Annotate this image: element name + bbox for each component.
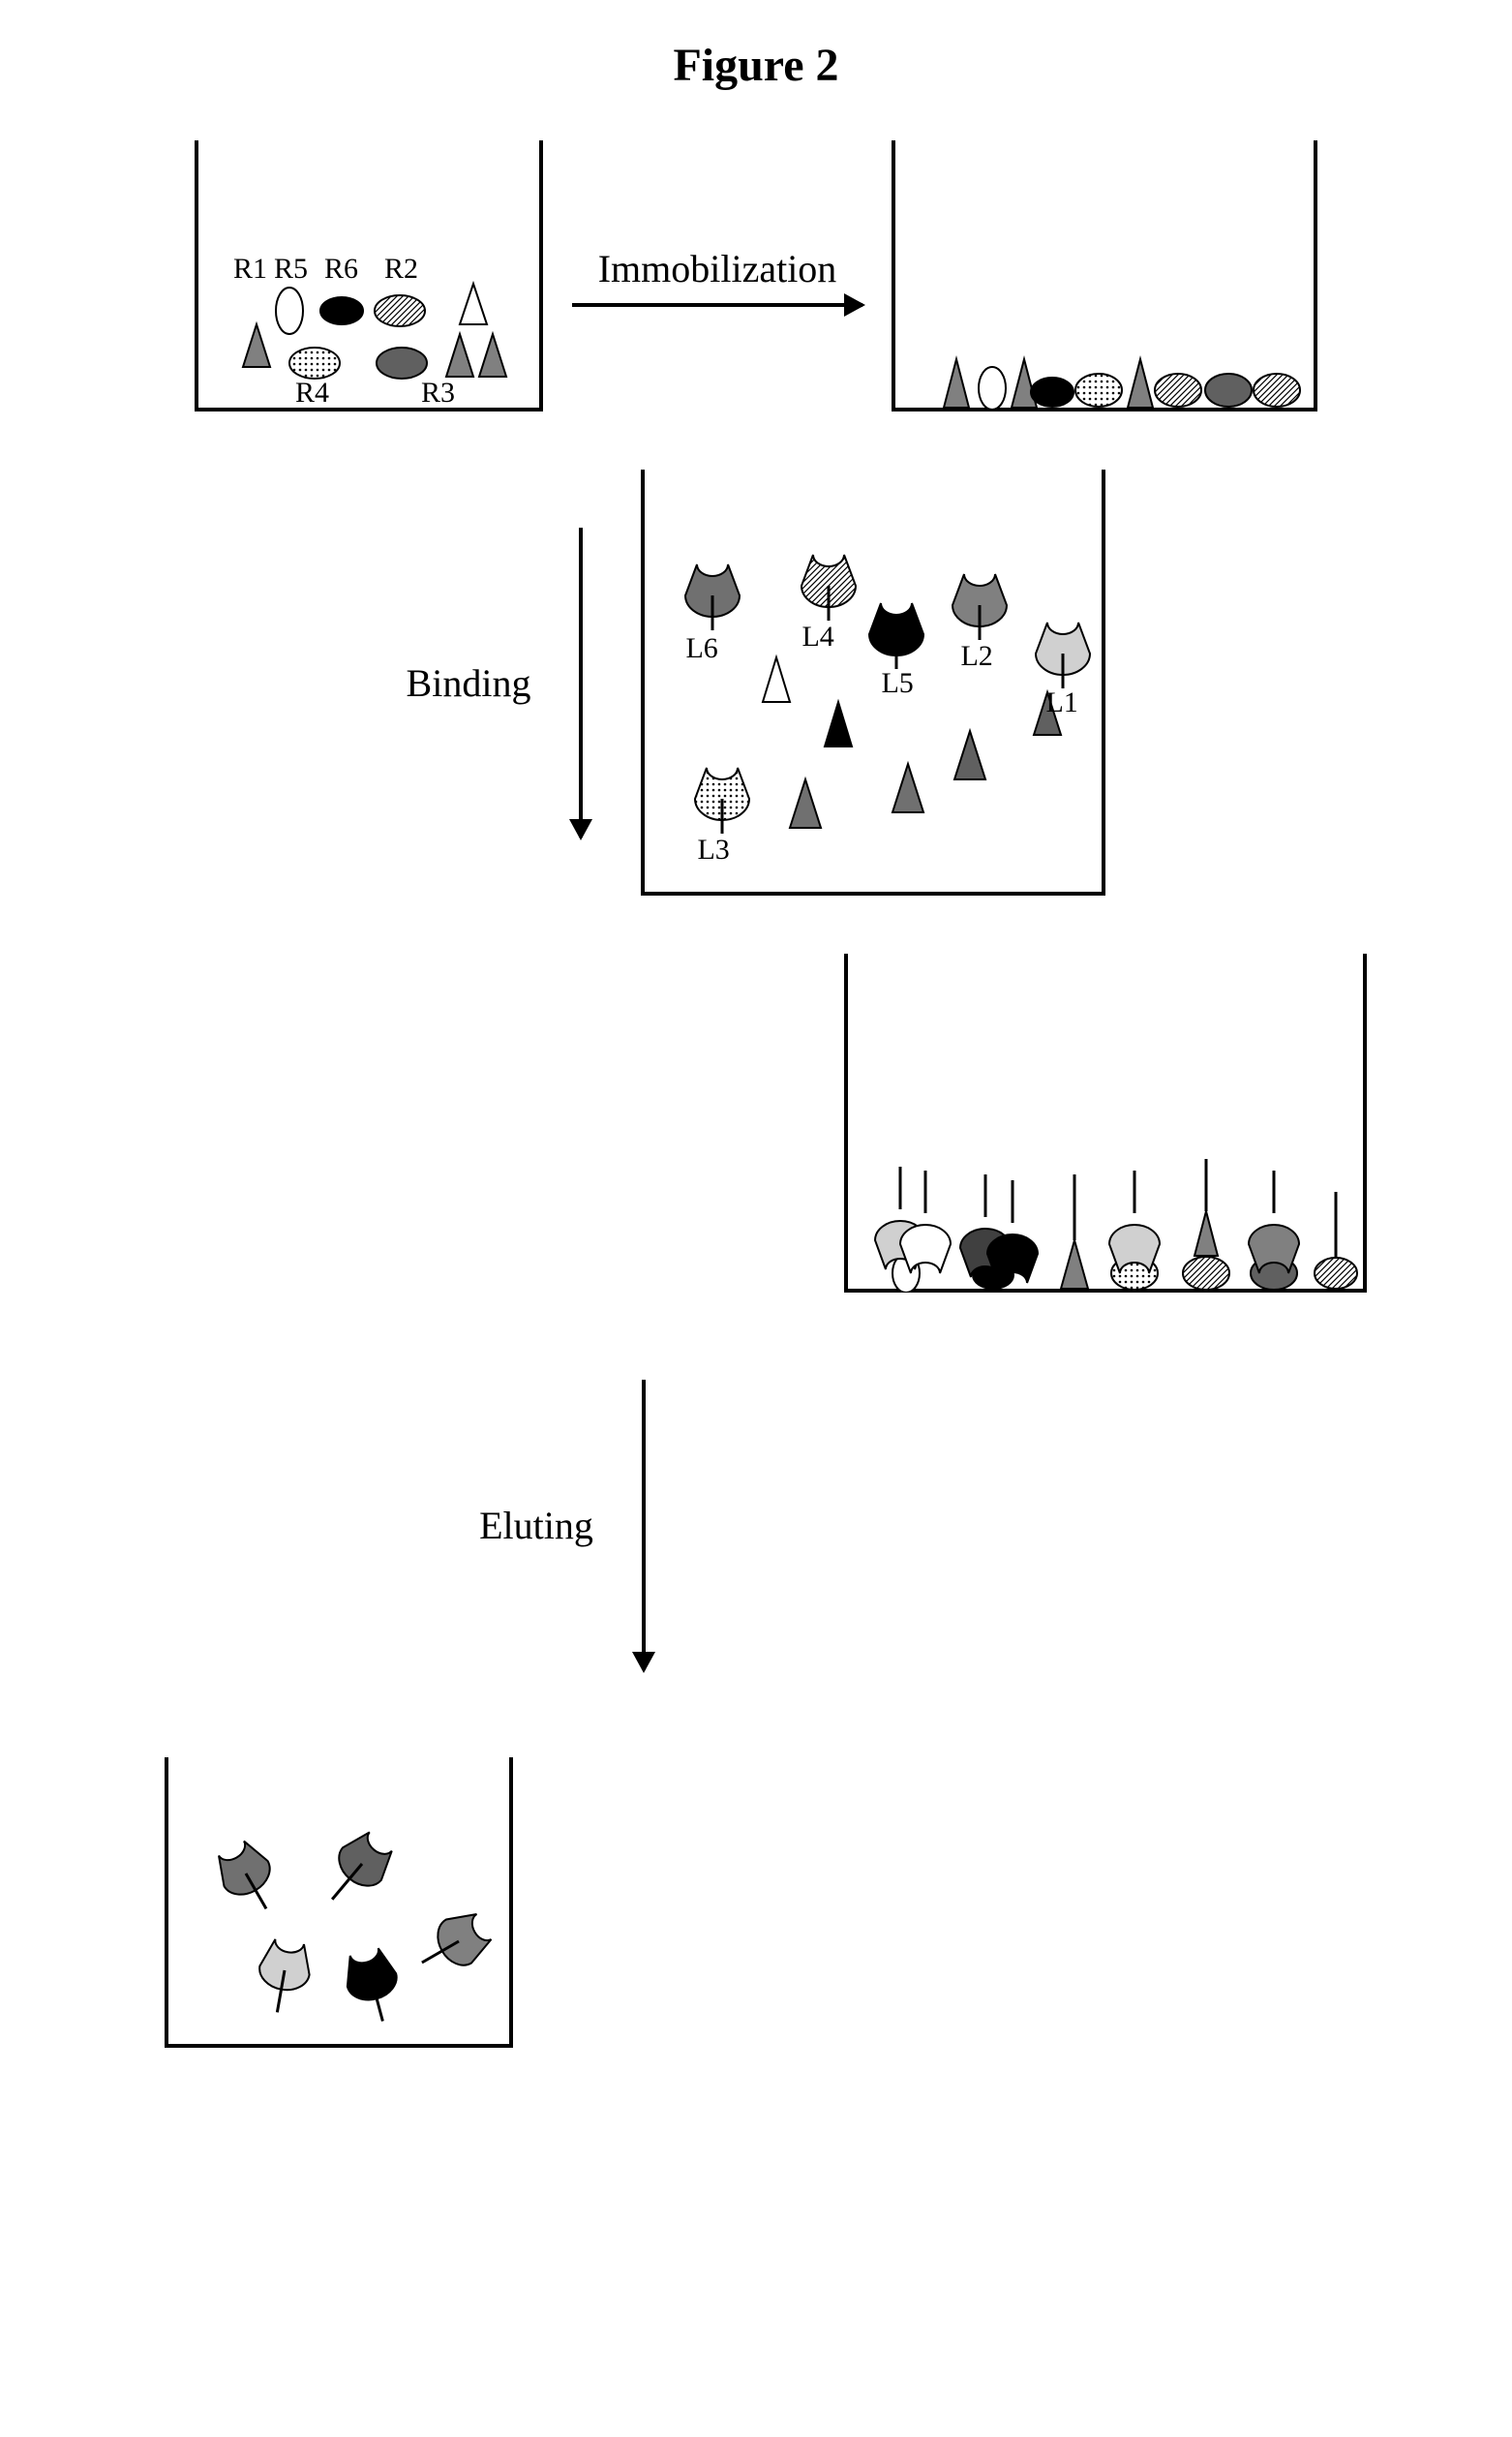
row-3 bbox=[39, 954, 1473, 1293]
label-immobilization: Immobilization bbox=[543, 246, 892, 291]
panel-receptors: R1 R5 R6 R2 R4 R3 bbox=[195, 140, 543, 411]
immobilized-svg bbox=[895, 140, 1321, 411]
label-l4: L4 bbox=[801, 621, 833, 654]
arrow-immobilization bbox=[572, 303, 862, 307]
label-r6: R6 bbox=[324, 253, 358, 286]
label-r5: R5 bbox=[274, 253, 308, 286]
label-r3: R3 bbox=[421, 377, 455, 410]
row-5 bbox=[39, 1757, 1473, 2048]
arrow-eluting bbox=[642, 1380, 646, 1670]
ligands-svg bbox=[645, 470, 1109, 896]
row-2: Binding bbox=[39, 470, 1473, 896]
row-1: R1 R5 R6 R2 R4 R3 Immobilization bbox=[39, 140, 1473, 411]
label-r2: R2 bbox=[384, 253, 418, 286]
panel-immobilized bbox=[892, 140, 1317, 411]
label-r4: R4 bbox=[295, 377, 329, 410]
binding-svg bbox=[848, 954, 1371, 1293]
eluted-svg bbox=[168, 1757, 517, 2048]
label-l2: L2 bbox=[960, 640, 992, 673]
label-l6: L6 bbox=[685, 632, 717, 665]
figure-title: Figure 2 bbox=[39, 39, 1473, 92]
panel-eluted bbox=[165, 1757, 513, 2048]
label-r1: R1 bbox=[233, 253, 267, 286]
panel-binding-result bbox=[844, 954, 1367, 1293]
label-l5: L5 bbox=[881, 667, 913, 700]
label-l1: L1 bbox=[1045, 686, 1077, 719]
row-4: Eluting bbox=[39, 1351, 1473, 1699]
arrow-binding bbox=[579, 528, 583, 838]
label-eluting: Eluting bbox=[479, 1503, 593, 1548]
label-l3: L3 bbox=[697, 834, 729, 867]
panel-ligands: L6 L4 L5 L2 L1 L3 bbox=[641, 470, 1105, 896]
label-binding: Binding bbox=[407, 660, 531, 706]
